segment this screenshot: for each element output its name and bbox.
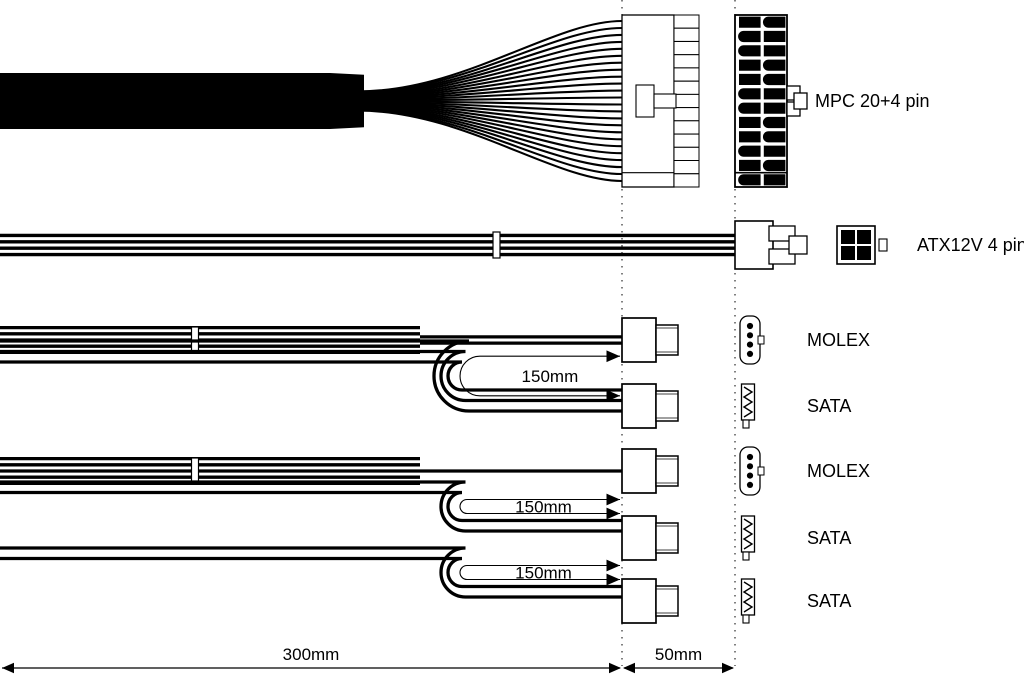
svg-text:50mm: 50mm xyxy=(655,645,702,664)
svg-text:MOLEX: MOLEX xyxy=(807,461,870,481)
svg-text:ATX12V 4 pin: ATX12V 4 pin xyxy=(917,235,1024,255)
svg-text:MOLEX: MOLEX xyxy=(807,330,870,350)
svg-text:SATA: SATA xyxy=(807,591,851,611)
svg-text:300mm: 300mm xyxy=(283,645,340,664)
svg-text:150mm: 150mm xyxy=(515,498,572,517)
svg-text:150mm: 150mm xyxy=(515,564,572,583)
svg-text:SATA: SATA xyxy=(807,396,851,416)
svg-text:SATA: SATA xyxy=(807,528,851,548)
svg-text:MPC 20+4 pin: MPC 20+4 pin xyxy=(815,91,930,111)
svg-text:150mm: 150mm xyxy=(522,367,579,386)
